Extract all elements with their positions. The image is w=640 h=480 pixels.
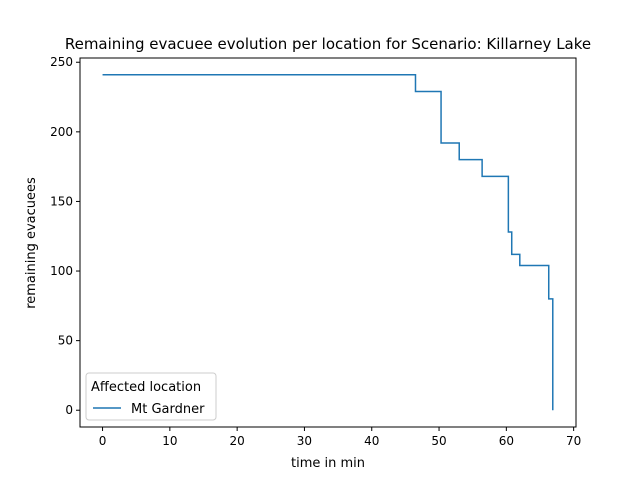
legend-entry-label: Mt Gardner (131, 402, 205, 417)
chart-title: Remaining evacuee evolution per location… (65, 35, 591, 53)
y-tick-label: 150 (50, 194, 73, 208)
x-tick-label: 10 (162, 434, 177, 448)
x-tick-label: 70 (566, 434, 581, 448)
y-axis-ticks: 0 50 100 150 200 250 (50, 55, 80, 417)
x-tick-label: 50 (431, 434, 446, 448)
x-tick-label: 0 (99, 434, 107, 448)
y-tick-label: 0 (65, 403, 73, 417)
y-tick-label: 250 (50, 55, 73, 69)
legend: Affected location Mt Gardner (85, 372, 217, 421)
x-axis-label: time in min (291, 456, 365, 471)
y-tick-label: 200 (50, 125, 73, 139)
series-layer (102, 74, 554, 411)
series-line (102, 74, 554, 411)
x-tick-label: 40 (364, 434, 379, 448)
plot-frame (79, 57, 577, 428)
x-tick-label: 20 (230, 434, 245, 448)
x-tick-label: 30 (297, 434, 312, 448)
y-tick-label: 50 (58, 334, 73, 348)
y-axis-label: remaining evacuees (24, 177, 39, 309)
x-axis-ticks: 0 10 20 30 40 50 60 70 (99, 427, 581, 448)
legend-title: Affected location (91, 380, 201, 395)
x-tick-label: 60 (499, 434, 514, 448)
y-tick-label: 100 (50, 264, 73, 278)
